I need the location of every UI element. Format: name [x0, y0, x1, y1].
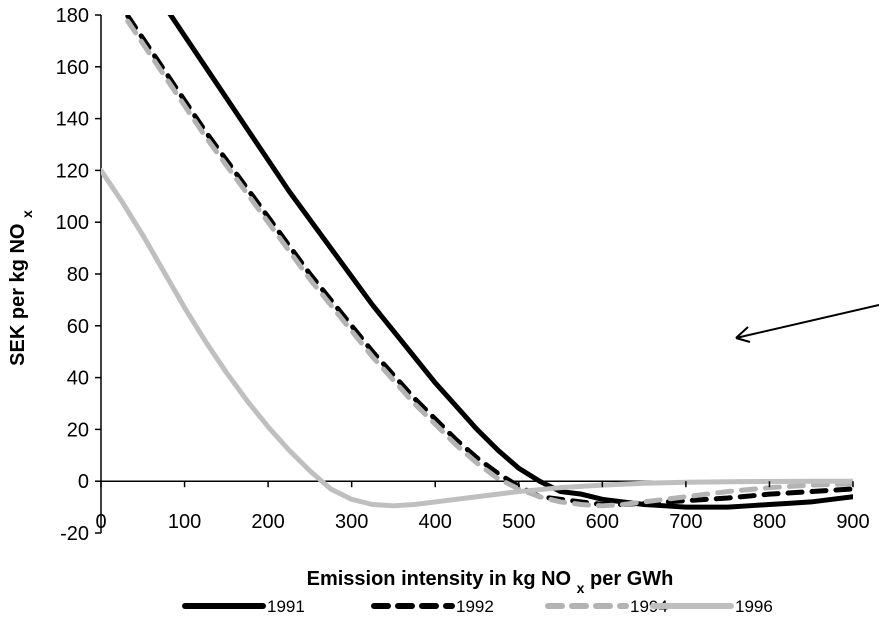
series-layer	[101, 15, 853, 510]
y-tick-label: 140	[56, 109, 89, 131]
arrow-annotation	[735, 304, 879, 343]
legend-label-1991: 1991	[267, 597, 305, 616]
y-tick-label: 40	[67, 368, 89, 390]
x-tick-label: 400	[419, 511, 452, 533]
annotation-arrow-line	[735, 304, 879, 339]
legend-label-1994: 1994	[630, 597, 668, 616]
x-tick-label: 100	[168, 511, 201, 533]
series-line-1996	[101, 167, 853, 509]
x-tick-label: 0	[95, 511, 106, 533]
x-tick-label: 900	[836, 511, 869, 533]
series-line-1994	[120, 15, 853, 509]
y-tick-label: -20	[60, 523, 89, 545]
y-axis-title-part-1: SEK per kg NO	[7, 224, 29, 366]
y-tick-label: 160	[56, 57, 89, 79]
series-line-1991	[167, 15, 853, 510]
x-tick-label: 700	[669, 511, 702, 533]
x-tick-label: 500	[502, 511, 535, 533]
legend: 1991 1992 1994 1996	[182, 597, 773, 616]
x-axis-title-part-1: Emission intensity in kg NO	[307, 568, 572, 590]
legend-label-1992: 1992	[456, 597, 494, 616]
x-tick-label: 800	[753, 511, 786, 533]
y-tick-label: 0	[78, 471, 89, 493]
legend-label-1996: 1996	[735, 597, 773, 616]
x-tick-label: 300	[335, 511, 368, 533]
y-tick-label: 60	[67, 316, 89, 338]
y-tick-label: 80	[67, 264, 89, 286]
y-tick-label: 180	[56, 5, 89, 27]
annotation-arrowhead-top	[735, 326, 749, 339]
y-tick-label: 120	[56, 160, 89, 182]
x-axis-title: Emission intensity in kg NO x per GWh	[307, 568, 674, 596]
y-axis-title-subscript: x	[19, 210, 35, 218]
x-tick-label: 600	[586, 511, 619, 533]
annotation-arrowhead-bottom	[735, 337, 751, 343]
y-axis-title: SEK per kg NO x	[7, 210, 35, 366]
x-tick-label: 200	[251, 511, 284, 533]
x-axis-title-part-3: per GWh	[590, 568, 673, 590]
x-axis-title-subscript: x	[577, 580, 585, 596]
y-tick-label: 100	[56, 212, 89, 234]
y-tick-label: 20	[67, 419, 89, 441]
ticks-layer: -20 0 20 40 60 80 100 120 140 160 180 0 100 200 300 400…	[56, 5, 870, 545]
